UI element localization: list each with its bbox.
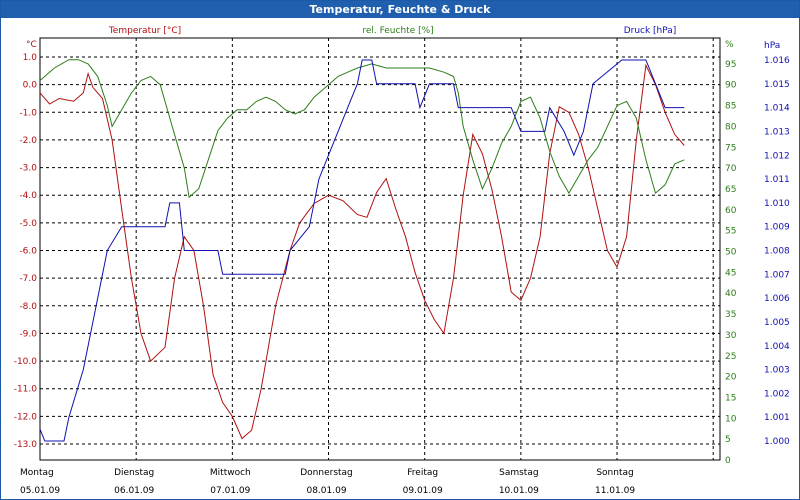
temperature-tick-label: 1.0 <box>23 53 38 63</box>
pressure-unit-label: hPa <box>764 41 780 51</box>
x-tick-date: 06.01.09 <box>114 486 154 496</box>
temperature-tick-label: -2.0 <box>19 136 37 146</box>
pressure-tick-label: 1.015 <box>764 80 790 90</box>
x-tick-day: Sonntag <box>596 468 633 478</box>
pressure-tick-label: 1.000 <box>764 437 790 447</box>
pressure-tick-label: 1.013 <box>764 127 790 137</box>
temperature-axis-title: Temperatur [°C] <box>108 26 181 36</box>
pressure-tick-label: 1.006 <box>764 294 790 304</box>
humidity-tick-label: 0 <box>725 456 731 466</box>
pressure-tick-label: 1.011 <box>764 175 790 185</box>
pressure-tick-label: 1.005 <box>764 318 790 328</box>
pressure-tick-label: 1.008 <box>764 247 790 257</box>
temperature-tick-label: -1.0 <box>19 108 37 118</box>
x-tick-date: 05.01.09 <box>20 486 60 496</box>
humidity-tick-label: 65 <box>725 185 736 195</box>
humidity-line <box>39 59 685 199</box>
plot-border <box>39 37 721 461</box>
humidity-tick-label: 80 <box>725 122 737 132</box>
pressure-line <box>39 59 685 442</box>
pressure-tick-label: 1.010 <box>764 199 790 209</box>
x-tick-day: Donnerstag <box>300 468 353 478</box>
humidity-tick-label: 70 <box>725 164 737 174</box>
pressure-tick-label: 1.001 <box>764 413 790 423</box>
x-tick-day: Mittwoch <box>210 468 251 478</box>
pressure-tick-label: 1.004 <box>764 342 790 352</box>
pressure-tick-label: 1.003 <box>764 366 790 376</box>
temperature-tick-label: -6.0 <box>19 247 37 257</box>
temperature-tick-label: 0.0 <box>23 81 38 91</box>
temperature-tick-label: -4.0 <box>19 191 37 201</box>
x-tick-day: Dienstag <box>114 468 154 478</box>
temperature-tick-label: -3.0 <box>19 164 37 174</box>
temperature-tick-label: -8.0 <box>19 302 37 312</box>
humidity-tick-label: 5 <box>725 435 731 445</box>
pressure-tick-label: 1.016 <box>764 56 790 66</box>
pressure-tick-label: 1.009 <box>764 223 790 233</box>
humidity-tick-label: 45 <box>725 268 736 278</box>
pressure-tick-label: 1.012 <box>764 151 790 161</box>
x-tick-date: 10.01.09 <box>499 486 539 496</box>
humidity-tick-label: 85 <box>725 102 736 112</box>
humidity-tick-label: 40 <box>725 289 737 299</box>
chart-title: Temperatur, Feuchte & Druck <box>1 1 799 18</box>
temperature-tick-label: -10.0 <box>14 357 38 367</box>
x-tick-date: 07.01.09 <box>210 486 250 496</box>
humidity-tick-label: 95 <box>725 60 736 70</box>
temperature-tick-label: -13.0 <box>14 440 38 450</box>
temperature-unit-label: °C <box>26 40 37 50</box>
x-tick-day: Freitag <box>407 468 438 478</box>
humidity-tick-label: 90 <box>725 81 737 91</box>
humidity-tick-label: 30 <box>725 331 737 341</box>
pressure-tick-label: 1.002 <box>764 389 790 399</box>
temperature-tick-label: -5.0 <box>19 219 37 229</box>
humidity-tick-label: 75 <box>725 143 736 153</box>
pressure-tick-label: 1.007 <box>764 270 790 280</box>
humidity-unit-label: % <box>725 40 734 50</box>
humidity-tick-label: 50 <box>725 248 737 258</box>
temperature-tick-label: -12.0 <box>14 412 38 422</box>
humidity-tick-label: 60 <box>725 206 737 216</box>
humidity-tick-label: 20 <box>725 373 737 383</box>
humidity-tick-label: 10 <box>725 414 737 424</box>
temperature-tick-label: -9.0 <box>19 329 37 339</box>
x-tick-day: Montag <box>20 468 54 478</box>
temperature-line <box>39 63 685 440</box>
x-tick-date: 11.01.09 <box>595 486 635 496</box>
humidity-tick-label: 25 <box>725 352 736 362</box>
pressure-tick-label: 1.014 <box>764 104 790 114</box>
x-tick-day: Samstag <box>499 468 538 478</box>
humidity-axis-title: rel. Feuchte [%] <box>362 26 433 36</box>
pressure-axis-title: Druck [hPa] <box>624 26 677 36</box>
humidity-tick-label: 55 <box>725 227 736 237</box>
temperature-tick-label: -7.0 <box>19 274 37 284</box>
x-tick-date: 09.01.09 <box>403 486 443 496</box>
humidity-tick-label: 35 <box>725 310 736 320</box>
x-tick-date: 08.01.09 <box>306 486 346 496</box>
temperature-tick-label: -11.0 <box>14 385 38 395</box>
humidity-tick-label: 15 <box>725 393 736 403</box>
